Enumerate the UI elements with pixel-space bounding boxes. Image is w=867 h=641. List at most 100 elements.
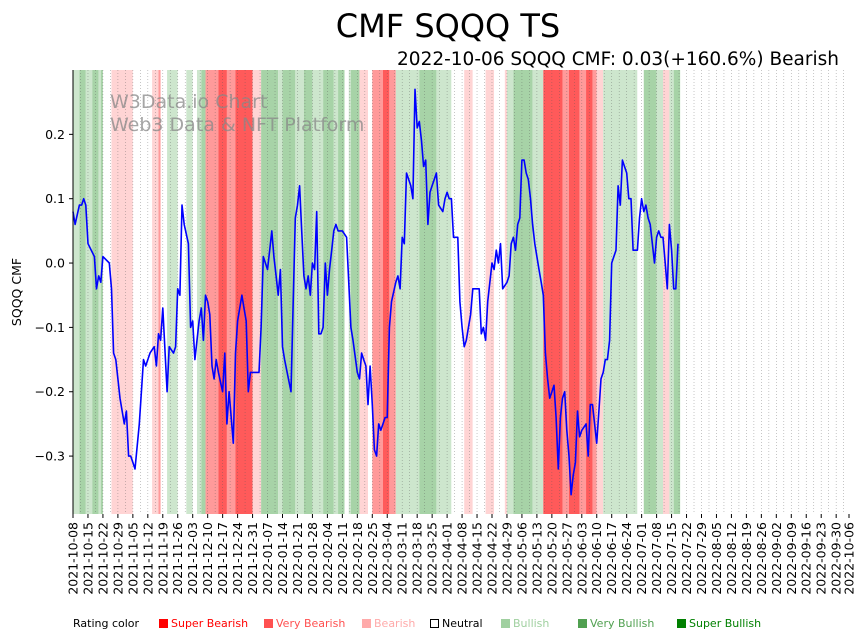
x-tick-label: 2022-07-08: [649, 522, 664, 595]
x-tick-label: 2022-08-26: [754, 522, 769, 595]
cmf-line: [72, 88, 679, 496]
rating-band: [282, 70, 296, 514]
rating-band: [98, 70, 101, 514]
x-tick-label: 2021-12-24: [230, 522, 245, 595]
rating-band: [656, 70, 664, 514]
rating-band: [359, 70, 369, 514]
x-tick-label: 2022-08-19: [739, 522, 754, 595]
legend-text: Very Bullish: [590, 617, 655, 630]
x-tick-label: 2022-09-23: [814, 522, 829, 595]
rating-band: [603, 70, 616, 514]
rating-band: [436, 70, 452, 514]
x-tick-label: 2022-05-27: [559, 522, 574, 595]
legend-item-bullish: Bullish: [501, 617, 549, 630]
legend-label: Rating color: [73, 617, 140, 630]
x-tick-label: 2022-06-17: [604, 522, 619, 595]
rating-band: [261, 70, 279, 514]
legend-item-super-bullish: Super Bullish: [677, 617, 761, 630]
x-tick-label: 2022-09-09: [784, 522, 799, 595]
rating-band: [158, 70, 161, 514]
x-tick-label: 2021-11-05: [125, 522, 140, 595]
rating-band: [79, 70, 86, 514]
rating-band: [643, 70, 657, 514]
rating-band: [85, 70, 93, 514]
y-tick-label: −0.1: [35, 320, 65, 335]
legend-text: Super Bearish: [171, 617, 249, 630]
y-tick-label: 0.1: [45, 191, 65, 206]
x-tick-label: 2022-09-30: [829, 522, 844, 595]
x-tick-label: 2021-11-12: [140, 522, 155, 595]
chart-subtitle: 2022-10-06 SQQQ CMF: 0.03(+160.6%) Beari…: [397, 49, 839, 70]
y-axis-ticks: −0.3 −0.2 −0.1 0.0 0.1 0.2: [35, 127, 73, 464]
x-tick-label: 2022-07-15: [664, 522, 679, 595]
rating-band: [464, 70, 473, 514]
x-tick-label: 2021-10-22: [95, 522, 110, 595]
legend-swatch: [159, 619, 168, 628]
rating-band: [252, 70, 262, 514]
rating-band: [419, 70, 437, 514]
legend-swatch: [362, 619, 371, 628]
legend-swatch: [430, 619, 439, 628]
legend-text: Super Bullish: [689, 617, 762, 630]
watermark-line2: Web3 Data & NFT Platform: [110, 114, 364, 136]
rating-band: [111, 70, 133, 514]
legend-text: Neutral: [442, 617, 483, 630]
rating-band: [160, 70, 168, 514]
rating-band: [177, 70, 187, 514]
rating-band: [344, 70, 349, 514]
x-tick-label: 2022-10-06: [842, 522, 857, 595]
chart-title: CMF SQQQ TS: [336, 7, 560, 45]
x-tick-label: 2021-11-19: [155, 522, 170, 595]
rating-band: [596, 70, 604, 514]
rating-band: [303, 70, 313, 514]
vertical-gridlines: [72, 70, 844, 514]
x-tick-label: 2021-10-29: [110, 522, 125, 595]
y-tick-label: 0.2: [45, 127, 65, 142]
x-tick-label: 2022-04-29: [500, 522, 515, 595]
x-tick-label: 2021-10-08: [66, 522, 81, 595]
rating-band: [167, 70, 178, 514]
rating-band: [102, 70, 112, 514]
x-tick-label: 2022-03-11: [395, 522, 410, 595]
x-tick-label: 2022-08-05: [709, 522, 724, 595]
x-tick-label: 2022-08-12: [724, 522, 739, 595]
x-tick-label: 2022-09-02: [769, 522, 784, 595]
x-tick-label: 2022-04-15: [470, 522, 485, 595]
x-tick-label: 2022-06-03: [574, 522, 589, 595]
legend-item-neutral: Neutral: [430, 617, 483, 630]
x-tick-label: 2022-05-06: [514, 522, 529, 595]
x-tick-label: 2022-03-25: [425, 522, 440, 595]
rating-band: [132, 70, 153, 514]
x-tick-label: 2022-01-28: [305, 522, 320, 595]
cmf-line-layer: [72, 88, 679, 496]
x-tick-label: 2022-05-13: [529, 522, 544, 595]
rating-band: [592, 70, 597, 514]
x-tick-label: 2022-02-04: [320, 522, 335, 595]
watermark-line1: W3Data.io Chart: [110, 91, 267, 113]
y-axis-label: SQQQ CMF: [9, 258, 24, 326]
x-tick-label: 2022-03-18: [410, 522, 425, 595]
legend-item-super-bearish: Super Bearish: [159, 617, 248, 630]
x-tick-label: 2022-01-07: [260, 522, 275, 595]
legend-text: Very Bearish: [276, 617, 346, 630]
rating-band: [73, 70, 80, 514]
rating-band: [637, 70, 644, 514]
legend-swatch: [264, 619, 273, 628]
rating-band: [562, 70, 569, 514]
x-tick-label: 2021-12-17: [215, 522, 230, 595]
x-tick-label: 2022-01-14: [275, 522, 290, 595]
rating-band: [485, 70, 495, 514]
x-tick-label: 2022-02-11: [335, 522, 350, 595]
rating-band: [663, 70, 670, 514]
rating-band: [368, 70, 373, 514]
rating-band: [295, 70, 304, 514]
y-tick-label: −0.3: [35, 449, 65, 464]
rating-band: [579, 70, 587, 514]
rating-band: [235, 70, 253, 514]
x-tick-label: 2022-04-01: [440, 522, 455, 595]
x-tick-label: 2022-01-21: [290, 522, 305, 595]
x-tick-label: 2021-12-03: [185, 522, 200, 595]
rating-band: [382, 70, 390, 514]
rating-band: [543, 70, 563, 514]
